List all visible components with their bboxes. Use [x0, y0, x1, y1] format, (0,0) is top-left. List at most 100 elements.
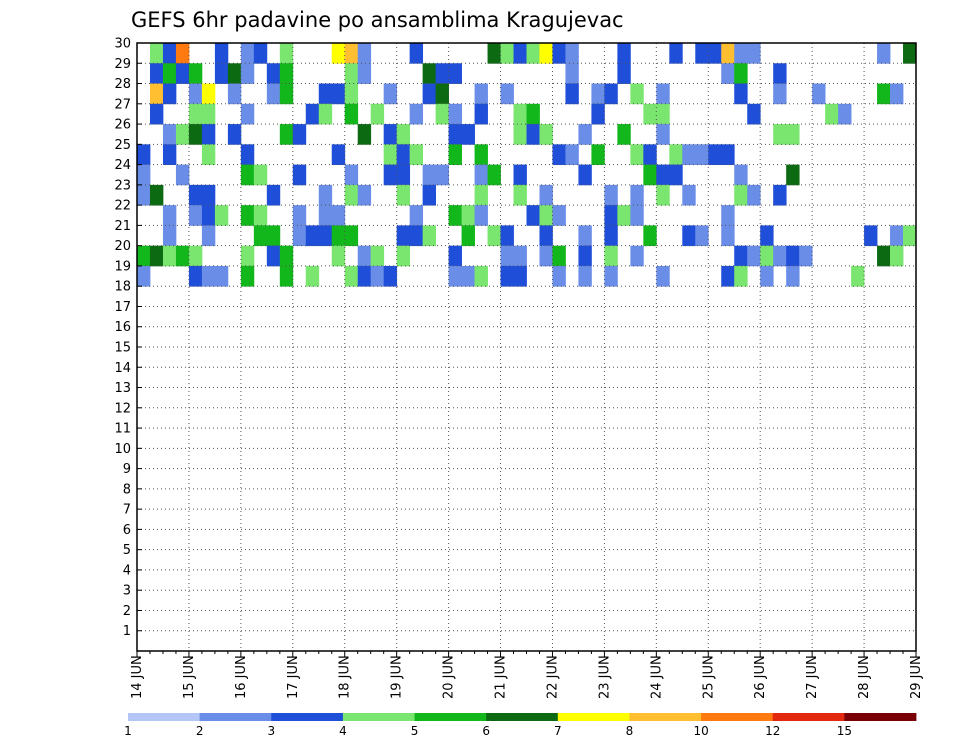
heatmap-cell — [786, 265, 800, 287]
colorbar-label: 12 — [765, 724, 780, 738]
heatmap-cell — [253, 225, 268, 247]
heatmap-cell — [137, 184, 151, 206]
y-tick-label: 21 — [114, 219, 131, 234]
heatmap-cell — [137, 265, 151, 287]
y-tick-label: 17 — [114, 300, 131, 315]
heatmap-cell — [695, 43, 709, 64]
heatmap-cell — [266, 63, 281, 84]
heatmap-cell — [357, 265, 372, 287]
y-tick-label: 14 — [114, 361, 131, 376]
heatmap-cell — [487, 43, 501, 64]
colorbar-label: 5 — [411, 724, 419, 738]
heatmap-cell — [474, 205, 488, 226]
heatmap-cell — [656, 103, 670, 125]
heatmap-cell — [162, 245, 177, 267]
heatmap-cell — [474, 164, 488, 186]
heatmap-cell — [526, 103, 540, 125]
heatmap-cell — [461, 225, 475, 247]
heatmap-cell — [292, 164, 307, 186]
heatmap-cell — [279, 124, 294, 145]
heatmap-cell — [513, 103, 527, 125]
heatmap-cell — [240, 43, 255, 64]
heatmap-cell — [682, 184, 696, 206]
heatmap-cell — [565, 63, 579, 84]
x-tick-label: 19 JUN — [390, 655, 405, 699]
x-tick-label: 18 JUN — [338, 655, 353, 699]
colorbar-label: 1 — [124, 724, 132, 738]
heatmap-cell — [344, 225, 359, 247]
heatmap-cell — [448, 245, 462, 267]
heatmap-cell — [734, 265, 748, 287]
heatmap-cell — [552, 245, 566, 267]
colorbar: 1 2 3 4 5 6 7 8 10 12 15 — [124, 713, 917, 738]
heatmap-cell — [331, 43, 346, 64]
x-tick-label: 14 JUN — [130, 655, 145, 699]
heatmap-cell — [513, 43, 527, 64]
heatmap-cell — [448, 144, 462, 165]
x-axis: 14 JUN 15 JUN 16 JUN 17 JUN 18 JUN 19 JUN 20 J… — [130, 651, 924, 699]
heatmap-cell — [500, 83, 514, 105]
y-tick-label: 1 — [123, 624, 131, 639]
colorbar-label: 7 — [554, 724, 562, 738]
heatmap-cell — [162, 124, 177, 145]
heatmap-cell — [578, 245, 592, 267]
heatmap-cell — [474, 83, 488, 105]
heatmap-cell — [500, 43, 514, 64]
heatmap-cell — [305, 225, 320, 247]
x-tick-label: 20 JUN — [442, 655, 457, 699]
heatmap-cell — [149, 63, 164, 84]
heatmap-cell — [149, 184, 164, 206]
heatmap-cell — [552, 144, 566, 165]
heatmap-cell — [747, 184, 761, 206]
colorbar-swatch — [844, 713, 917, 721]
y-tick-label: 15 — [114, 341, 131, 356]
y-tick-label: 4 — [123, 563, 131, 578]
heatmap-cell — [656, 265, 670, 287]
heatmap-cell — [279, 83, 294, 105]
heatmap-cell — [838, 103, 852, 125]
heatmap-cell — [344, 83, 359, 105]
heatmap-cell — [630, 184, 644, 206]
heatmap-cell — [643, 144, 657, 165]
heatmap-cell — [734, 164, 748, 186]
heatmap-cell — [331, 225, 346, 247]
heatmap-cell — [175, 63, 190, 84]
y-tick-label: 23 — [114, 178, 131, 193]
y-tick-label: 7 — [123, 503, 131, 518]
x-tick-label: 17 JUN — [286, 655, 301, 699]
heatmap-cell — [526, 124, 540, 145]
heatmap-cell — [240, 265, 255, 287]
heatmap-cell — [526, 205, 540, 226]
heatmap-cell — [643, 164, 657, 186]
heatmap-cell — [604, 225, 618, 247]
heatmap-cell — [331, 245, 346, 267]
colorbar-label: 3 — [267, 724, 275, 738]
heatmap-cell — [890, 83, 904, 105]
heatmap-cell — [318, 184, 333, 206]
heatmap-cell — [513, 164, 527, 186]
heatmap-cell — [747, 245, 761, 267]
heatmap-cell — [383, 164, 398, 186]
heatmap-cell — [721, 205, 735, 226]
heatmap-cell — [903, 225, 917, 247]
heatmap-cell — [331, 205, 346, 226]
heatmap-cell — [305, 265, 320, 287]
heatmap-cell — [435, 63, 449, 84]
heatmap-cell — [396, 184, 411, 206]
heatmap-cell — [214, 205, 229, 226]
heatmap-cell — [137, 245, 151, 267]
heatmap-cell — [214, 63, 229, 84]
x-tick-label: 25 JUN — [701, 655, 716, 699]
y-tick-label: 8 — [123, 482, 131, 497]
heatmap-cell — [422, 164, 437, 186]
y-tick-label: 29 — [114, 57, 131, 72]
heatmap-cell — [500, 245, 514, 267]
heatmap-cell — [162, 83, 177, 105]
heatmap-cell — [344, 184, 359, 206]
heatmap-cell — [565, 43, 579, 64]
heatmap-cell — [435, 103, 449, 125]
heatmap-cell — [461, 265, 475, 287]
heatmap-cell — [188, 124, 203, 145]
colorbar-swatch — [199, 713, 272, 721]
